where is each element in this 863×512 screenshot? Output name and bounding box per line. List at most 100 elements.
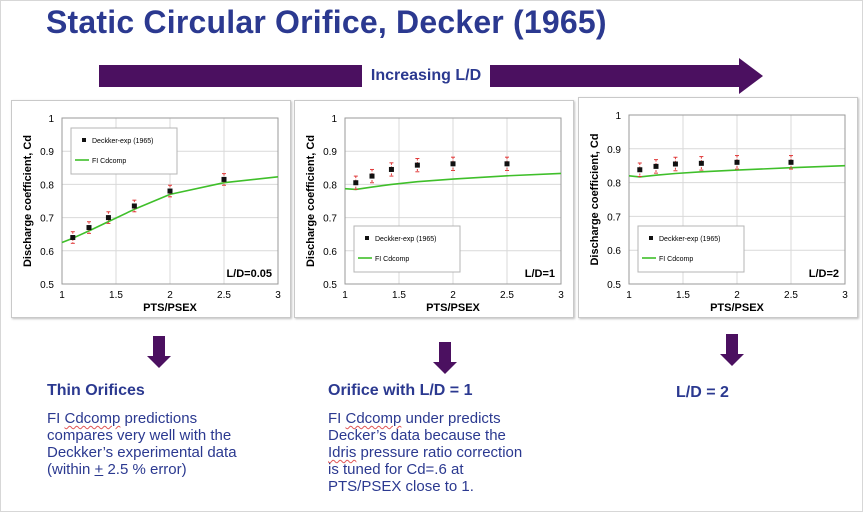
note-line: is tuned for Cd=.6 at bbox=[328, 461, 578, 478]
note-run: under predicts bbox=[401, 410, 501, 427]
note-run: Idris bbox=[328, 444, 357, 461]
y-tick-label: 0.8 bbox=[323, 180, 337, 191]
x-tick-label: 2 bbox=[450, 290, 456, 301]
chart-panel-ld-2: 0.5 0.6 0.7 0.8 0.9 1 1 1.5 2 2.5 3 PTS/PSEX Dischar… bbox=[578, 97, 858, 318]
chart-panel-ld-1: 0.5 0.6 0.7 0.8 0.9 1 1 1.5 2 2.5 3 PTS/PSEX Dischar… bbox=[294, 100, 574, 318]
note-run: is tuned for Cd=.6 at bbox=[328, 461, 464, 478]
x-axis-title: PTS/PSEX bbox=[143, 302, 197, 314]
y-tick-label: 1 bbox=[331, 114, 337, 125]
note-run: pressure ratio correction bbox=[356, 444, 523, 461]
note-run: predictions bbox=[120, 410, 198, 427]
x-axis-title: PTS/PSEX bbox=[426, 302, 480, 314]
deckker-exp-point bbox=[450, 161, 456, 167]
legend-label-fi-cdcomp: FI Cdcomp bbox=[375, 256, 409, 263]
down-arrow-2 bbox=[433, 342, 457, 374]
arrow-label: Increasing L/D bbox=[362, 63, 490, 89]
x-tick-label: 2 bbox=[734, 290, 740, 301]
down-arrow-1 bbox=[147, 336, 171, 368]
y-tick-label: 0.7 bbox=[40, 214, 54, 225]
deckker-exp-point bbox=[653, 163, 659, 169]
deckker-exp-point bbox=[788, 159, 794, 165]
legend-marker-deckker-exp bbox=[649, 236, 653, 240]
x-tick-label: 2.5 bbox=[217, 290, 231, 301]
y-tick-label: 0.8 bbox=[40, 180, 54, 191]
note-run: 2.5 % error) bbox=[103, 461, 187, 478]
note-run: Decker’s data because the bbox=[328, 427, 506, 444]
y-tick-label: 0.7 bbox=[323, 214, 337, 225]
fi-cdcomp-line bbox=[628, 164, 846, 178]
note-run: compares very well with the bbox=[47, 427, 232, 444]
note-line: (within + 2.5 % error) bbox=[47, 461, 297, 478]
note-line: FI Cdcomp under predicts bbox=[328, 410, 578, 427]
chart-ld-0-05: 0.5 0.6 0.7 0.8 0.9 1 1 1.5 2 2.5 3 PTS/PSEX Dischar… bbox=[22, 114, 281, 314]
x-tick-label: 2.5 bbox=[784, 290, 798, 301]
plot-area-border bbox=[344, 117, 562, 285]
legend-marker-deckker-exp bbox=[365, 236, 369, 240]
y-tick-label: 0.5 bbox=[323, 280, 337, 291]
x-tick-label: 2 bbox=[167, 290, 173, 301]
chart-panel-ld-0-05: 0.5 0.6 0.7 0.8 0.9 1 1 1.5 2 2.5 3 PTS/PSEX Dischar… bbox=[11, 100, 291, 318]
note-line: Deckker’s experimental data bbox=[47, 444, 297, 461]
deckker-exp-point bbox=[504, 161, 510, 167]
note-line: PTS/PSEX close to 1. bbox=[328, 478, 578, 495]
deckker-exp-point bbox=[637, 167, 643, 173]
deckker-exp-point bbox=[414, 162, 420, 168]
legend-box bbox=[353, 225, 461, 273]
deckker-exp-point bbox=[388, 166, 394, 172]
x-tick-label: 3 bbox=[275, 290, 281, 301]
y-tick-label: 1 bbox=[615, 111, 621, 122]
note-run: (within bbox=[47, 461, 95, 478]
legend-label-deckker-exp: Deckker-exp (1965) bbox=[659, 236, 720, 243]
x-tick-label: 2.5 bbox=[500, 290, 514, 301]
x-axis-title: PTS/PSEX bbox=[710, 302, 764, 314]
y-tick-label: 0.8 bbox=[607, 179, 621, 190]
deckker-exp-point bbox=[221, 176, 227, 182]
plot-area-border bbox=[628, 114, 846, 285]
y-axis-title: Discharge coefficient, Cd bbox=[22, 135, 34, 267]
legend-label-fi-cdcomp: FI Cdcomp bbox=[659, 256, 693, 263]
x-tick-label: 1 bbox=[342, 290, 348, 301]
y-tick-label: 0.9 bbox=[40, 147, 54, 158]
y-tick-label: 0.9 bbox=[323, 147, 337, 158]
legend-marker-deckker-exp bbox=[82, 138, 86, 142]
deckker-exp-point bbox=[734, 159, 740, 165]
deckker-exp-point bbox=[105, 215, 111, 221]
x-tick-label: 3 bbox=[842, 290, 848, 301]
x-tick-label: 1.5 bbox=[676, 290, 690, 301]
note-line: Decker’s data because the bbox=[328, 427, 578, 444]
y-axis-title: Discharge coefficient, Cd bbox=[589, 133, 601, 265]
chart-ld-1: 0.5 0.6 0.7 0.8 0.9 1 1 1.5 2 2.5 3 PTS/PSEX Dischar… bbox=[305, 114, 564, 314]
deckker-exp-point bbox=[698, 160, 704, 166]
note-run: PTS/PSEX close to 1. bbox=[328, 478, 474, 495]
note-run: FI bbox=[47, 410, 65, 427]
deckker-exp-point bbox=[70, 235, 76, 241]
deckker-exp-point bbox=[369, 173, 375, 179]
y-tick-label: 0.7 bbox=[607, 212, 621, 223]
note-run: Cdcomp bbox=[64, 410, 121, 427]
x-tick-label: 1 bbox=[59, 290, 65, 301]
y-axis-title: Discharge coefficient, Cd bbox=[305, 135, 317, 267]
plot-area-border bbox=[61, 117, 279, 285]
slide-title: Static Circular Orifice, Decker (1965) bbox=[46, 4, 607, 40]
legend-label-deckker-exp: Deckker-exp (1965) bbox=[375, 236, 436, 243]
y-tick-label: 0.5 bbox=[40, 280, 54, 291]
y-tick-label: 0.6 bbox=[40, 247, 54, 258]
deckker-exp-point bbox=[131, 203, 137, 209]
ld-annotation: L/D=1 bbox=[525, 268, 555, 280]
note-heading-ld-2: L/D = 2 bbox=[676, 384, 729, 401]
y-tick-label: 0.6 bbox=[607, 246, 621, 257]
note-run: FI bbox=[328, 410, 346, 427]
note-text-ld-1: FI Cdcomp under predicts Decker’s data be… bbox=[328, 410, 578, 495]
y-tick-label: 1 bbox=[48, 114, 54, 125]
fi-cdcomp-line bbox=[61, 176, 279, 244]
note-heading-ld-1: Orifice with L/D = 1 bbox=[328, 382, 473, 399]
chart-ld-2: 0.5 0.6 0.7 0.8 0.9 1 1 1.5 2 2.5 3 PTS/PSEX Dischar… bbox=[589, 111, 848, 314]
y-tick-label: 0.9 bbox=[607, 145, 621, 156]
legend-box bbox=[637, 225, 745, 273]
deckker-exp-point bbox=[86, 225, 92, 231]
x-tick-label: 1.5 bbox=[109, 290, 123, 301]
x-tick-label: 1.5 bbox=[392, 290, 406, 301]
ld-annotation: L/D=2 bbox=[809, 268, 839, 280]
note-run: Deckker’s experimental data bbox=[47, 444, 237, 461]
note-line: compares very well with the bbox=[47, 427, 297, 444]
